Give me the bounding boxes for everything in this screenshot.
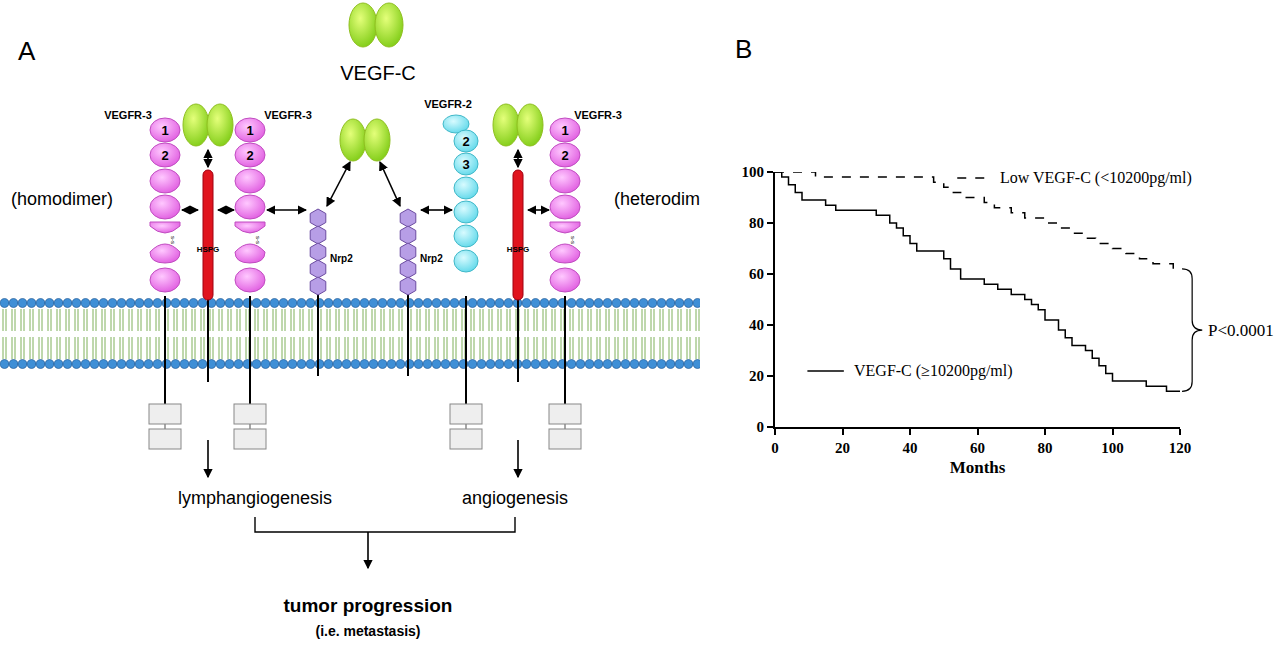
- svg-text:2: 2: [246, 148, 253, 163]
- svg-text:100: 100: [742, 164, 765, 180]
- svg-text:1: 1: [561, 123, 568, 138]
- svg-text:VEGF-C (≥10200pg/ml): VEGF-C (≥10200pg/ml): [854, 362, 1013, 380]
- svg-text:60: 60: [970, 440, 985, 456]
- svg-text:(homodimer): (homodimer): [11, 189, 113, 209]
- svg-text:Low VEGF-C (<10200pg/ml): Low VEGF-C (<10200pg/ml): [1000, 169, 1192, 187]
- svg-text:VEGFR-3: VEGFR-3: [264, 109, 312, 121]
- svg-text:s-s: s-s: [170, 236, 176, 244]
- svg-text:VEGFR-3: VEGFR-3: [104, 109, 152, 121]
- html-text:B: B: [735, 34, 753, 64]
- svg-text:2: 2: [462, 134, 469, 149]
- svg-text:20: 20: [835, 440, 850, 456]
- svg-text:VEGFR-3: VEGFR-3: [574, 109, 622, 121]
- svg-text:A: A: [18, 36, 36, 66]
- svg-text:lymphangiogenesis: lymphangiogenesis: [178, 488, 332, 508]
- svg-text:40: 40: [903, 440, 918, 456]
- svg-text:HSPG: HSPG: [507, 245, 530, 254]
- svg-text:0: 0: [757, 419, 765, 435]
- svg-text:100: 100: [1101, 440, 1124, 456]
- svg-text:P<0.0001: P<0.0001: [1208, 321, 1274, 340]
- svg-text:angiogenesis: angiogenesis: [462, 488, 568, 508]
- svg-text:2: 2: [161, 148, 168, 163]
- svg-text:120: 120: [1169, 440, 1192, 456]
- svg-text:tumor progression: tumor progression: [284, 595, 453, 616]
- svg-text:s-s: s-s: [255, 236, 261, 244]
- svg-text:HSPG: HSPG: [197, 245, 220, 254]
- svg-text:20: 20: [749, 368, 764, 384]
- svg-text:Nrp2: Nrp2: [420, 253, 443, 264]
- svg-text:1: 1: [246, 123, 253, 138]
- svg-text:60: 60: [749, 266, 764, 282]
- svg-text:Months: Months: [950, 458, 1006, 477]
- svg-text:0: 0: [771, 440, 779, 456]
- svg-text:s-s: s-s: [570, 236, 576, 244]
- svg-text:(i.e. metastasis): (i.e. metastasis): [315, 623, 420, 639]
- svg-text:80: 80: [749, 215, 764, 231]
- svg-text:Nrp2: Nrp2: [330, 253, 353, 264]
- svg-text:3: 3: [462, 157, 469, 172]
- svg-text:80: 80: [1038, 440, 1053, 456]
- svg-text:(heterodimer): (heterodimer): [614, 189, 720, 209]
- svg-text:VEGF-C: VEGF-C: [340, 62, 416, 84]
- svg-text:2: 2: [561, 148, 568, 163]
- svg-text:1: 1: [161, 123, 168, 138]
- svg-text:VEGFR-2: VEGFR-2: [424, 98, 472, 110]
- svg-text:40: 40: [749, 317, 764, 333]
